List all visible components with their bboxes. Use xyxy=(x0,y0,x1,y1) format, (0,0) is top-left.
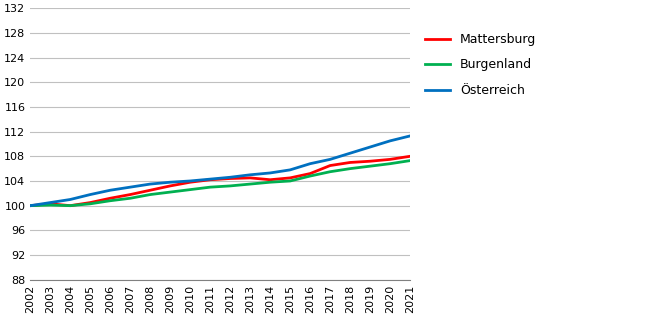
Österreich xyxy=(226,175,234,179)
Burgenland xyxy=(266,180,274,184)
Burgenland xyxy=(46,203,54,207)
Burgenland xyxy=(346,167,354,171)
Österreich xyxy=(386,139,394,143)
Mattersburg xyxy=(286,176,294,180)
Österreich xyxy=(266,171,274,175)
Österreich xyxy=(106,188,114,192)
Burgenland xyxy=(146,193,154,197)
Österreich xyxy=(326,158,334,161)
Österreich xyxy=(406,134,414,138)
Mattersburg xyxy=(246,176,254,180)
Mattersburg xyxy=(326,164,334,167)
Mattersburg xyxy=(186,180,194,184)
Österreich xyxy=(366,145,374,149)
Line: Mattersburg: Mattersburg xyxy=(30,156,410,206)
Österreich xyxy=(306,162,314,165)
Mattersburg xyxy=(266,178,274,182)
Mattersburg xyxy=(126,193,134,197)
Mattersburg xyxy=(146,188,154,192)
Burgenland xyxy=(86,202,94,206)
Mattersburg xyxy=(346,160,354,164)
Österreich xyxy=(206,177,214,181)
Burgenland xyxy=(106,199,114,203)
Österreich xyxy=(126,185,134,189)
Burgenland xyxy=(186,188,194,191)
Mattersburg xyxy=(386,158,394,161)
Burgenland xyxy=(126,196,134,200)
Österreich xyxy=(186,179,194,183)
Österreich xyxy=(66,197,74,201)
Mattersburg xyxy=(106,196,114,200)
Burgenland xyxy=(226,184,234,188)
Burgenland xyxy=(306,174,314,178)
Burgenland xyxy=(386,162,394,165)
Burgenland xyxy=(206,185,214,189)
Österreich xyxy=(346,151,354,155)
Österreich xyxy=(166,180,174,184)
Mattersburg xyxy=(306,172,314,176)
Österreich xyxy=(26,204,34,208)
Burgenland xyxy=(166,190,174,194)
Mattersburg xyxy=(46,202,54,206)
Österreich xyxy=(286,168,294,172)
Line: Burgenland: Burgenland xyxy=(30,161,410,206)
Mattersburg xyxy=(86,201,94,204)
Österreich xyxy=(46,201,54,204)
Österreich xyxy=(246,173,254,177)
Burgenland xyxy=(286,179,294,183)
Burgenland xyxy=(26,204,34,208)
Line: Österreich: Österreich xyxy=(30,136,410,206)
Mattersburg xyxy=(66,204,74,208)
Legend: Mattersburg, Burgenland, Österreich: Mattersburg, Burgenland, Österreich xyxy=(420,28,542,102)
Mattersburg xyxy=(366,159,374,163)
Burgenland xyxy=(366,164,374,168)
Österreich xyxy=(146,182,154,186)
Mattersburg xyxy=(406,154,414,158)
Burgenland xyxy=(66,204,74,208)
Mattersburg xyxy=(206,178,214,182)
Österreich xyxy=(86,193,94,197)
Mattersburg xyxy=(226,177,234,180)
Burgenland xyxy=(326,170,334,174)
Burgenland xyxy=(246,182,254,186)
Mattersburg xyxy=(166,184,174,188)
Burgenland xyxy=(406,159,414,163)
Mattersburg xyxy=(26,204,34,208)
